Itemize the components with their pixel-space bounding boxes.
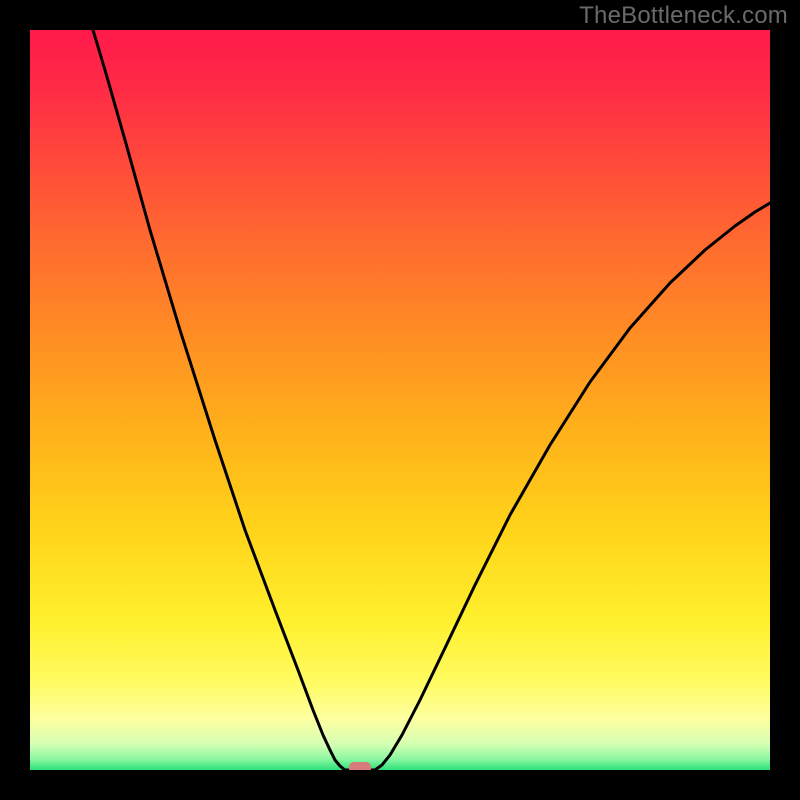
frame-bottom <box>0 770 800 800</box>
watermark-text: TheBottleneck.com <box>579 2 788 30</box>
frame-left <box>0 0 30 800</box>
bottleneck-curve <box>30 30 770 770</box>
optimum-marker <box>349 762 371 770</box>
plot-area <box>30 30 770 770</box>
frame-right <box>770 0 800 800</box>
